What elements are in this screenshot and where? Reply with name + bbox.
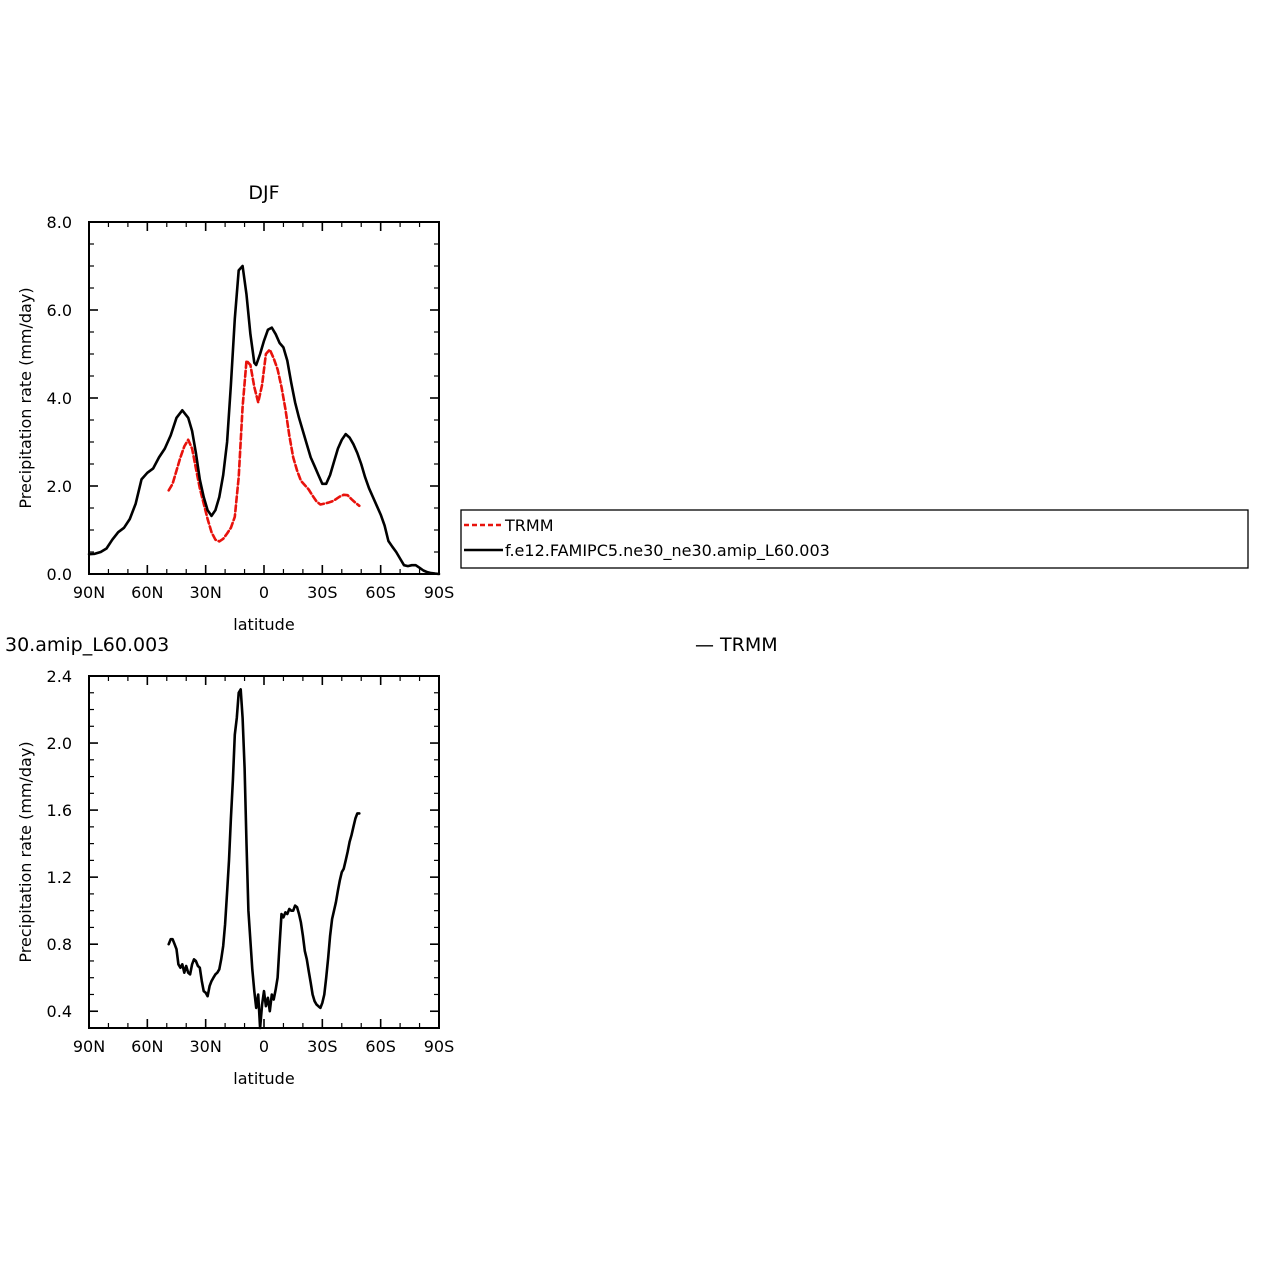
top-series-line-0 bbox=[167, 348, 361, 543]
bottom-plot-frame bbox=[88, 675, 440, 1029]
bottom-chart-panel: 30.amip_L60.003 — TRMM Precipitation rat… bbox=[5, 634, 778, 1088]
legend-frame bbox=[460, 509, 1249, 569]
bottom-x-tick-label: 90S bbox=[424, 1037, 455, 1056]
top-y-tick-label: 4.0 bbox=[47, 389, 72, 408]
top-tick-labels: 90N 60N 30N 0 30S 60S 90S 0.0 2.0 4.0 6.0 8.0 bbox=[47, 213, 455, 602]
top-x-tick-label: 0 bbox=[259, 583, 269, 602]
top-x-tick-label: 60N bbox=[131, 583, 163, 602]
bottom-x-tick-label: 30N bbox=[190, 1037, 222, 1056]
top-y-tick-label: 0.0 bbox=[47, 565, 72, 584]
top-x-tick-label: 60S bbox=[365, 583, 396, 602]
bottom-x-tick-label: 0 bbox=[259, 1037, 269, 1056]
top-chart-panel: DJF Precipitation rate (mm/day) latitude… bbox=[16, 182, 454, 634]
bottom-y-axis-label: Precipitation rate (mm/day) bbox=[16, 741, 35, 962]
top-x-tick-label: 30N bbox=[190, 583, 222, 602]
bottom-x-tick-label: 60S bbox=[365, 1037, 396, 1056]
bottom-x-axis-label: latitude bbox=[233, 1069, 294, 1088]
top-y-axis-label: Precipitation rate (mm/day) bbox=[16, 287, 35, 508]
top-y-tick-label: 8.0 bbox=[47, 213, 72, 232]
top-chart-title: DJF bbox=[248, 182, 279, 204]
top-series-lines bbox=[87, 264, 441, 576]
top-plot-frame bbox=[88, 221, 440, 575]
legend-label-trmm: TRMM bbox=[504, 516, 554, 535]
bottom-x-tick-label: 90N bbox=[73, 1037, 105, 1056]
bottom-x-tick-label: 30S bbox=[307, 1037, 338, 1056]
bottom-y-tick-label: 0.4 bbox=[47, 1002, 72, 1021]
top-x-tick-label: 90S bbox=[424, 583, 455, 602]
bottom-y-tick-label: 2.0 bbox=[47, 734, 72, 753]
top-y-tick-label: 6.0 bbox=[47, 301, 72, 320]
bottom-tick-labels: 90N 60N 30N 0 30S 60S 90S 0.4 0.8 1.2 1.6 2.0 2.4 bbox=[47, 667, 455, 1056]
top-y-tick-label: 2.0 bbox=[47, 477, 72, 496]
bottom-y-tick-label: 2.4 bbox=[47, 667, 72, 686]
bottom-legend-label: — TRMM bbox=[695, 634, 778, 656]
bottom-y-tick-label: 0.8 bbox=[47, 935, 72, 954]
bottom-chart-title: 30.amip_L60.003 bbox=[5, 634, 169, 656]
bottom-y-tick-label: 1.6 bbox=[47, 801, 72, 820]
bottom-series-lines bbox=[167, 688, 361, 1030]
top-x-axis-label: latitude bbox=[233, 615, 294, 634]
bottom-y-tick-label: 1.2 bbox=[47, 868, 72, 887]
top-legend: TRMM f.e12.FAMIPC5.ne30_ne30.amip_L60.00… bbox=[460, 509, 1249, 569]
bottom-series-line-0 bbox=[167, 688, 361, 1030]
bottom-x-tick-label: 60N bbox=[131, 1037, 163, 1056]
top-x-tick-label: 30S bbox=[307, 583, 338, 602]
top-series-line-1 bbox=[87, 264, 441, 576]
legend-label-model: f.e12.FAMIPC5.ne30_ne30.amip_L60.003 bbox=[505, 541, 830, 561]
top-x-tick-label: 90N bbox=[73, 583, 105, 602]
